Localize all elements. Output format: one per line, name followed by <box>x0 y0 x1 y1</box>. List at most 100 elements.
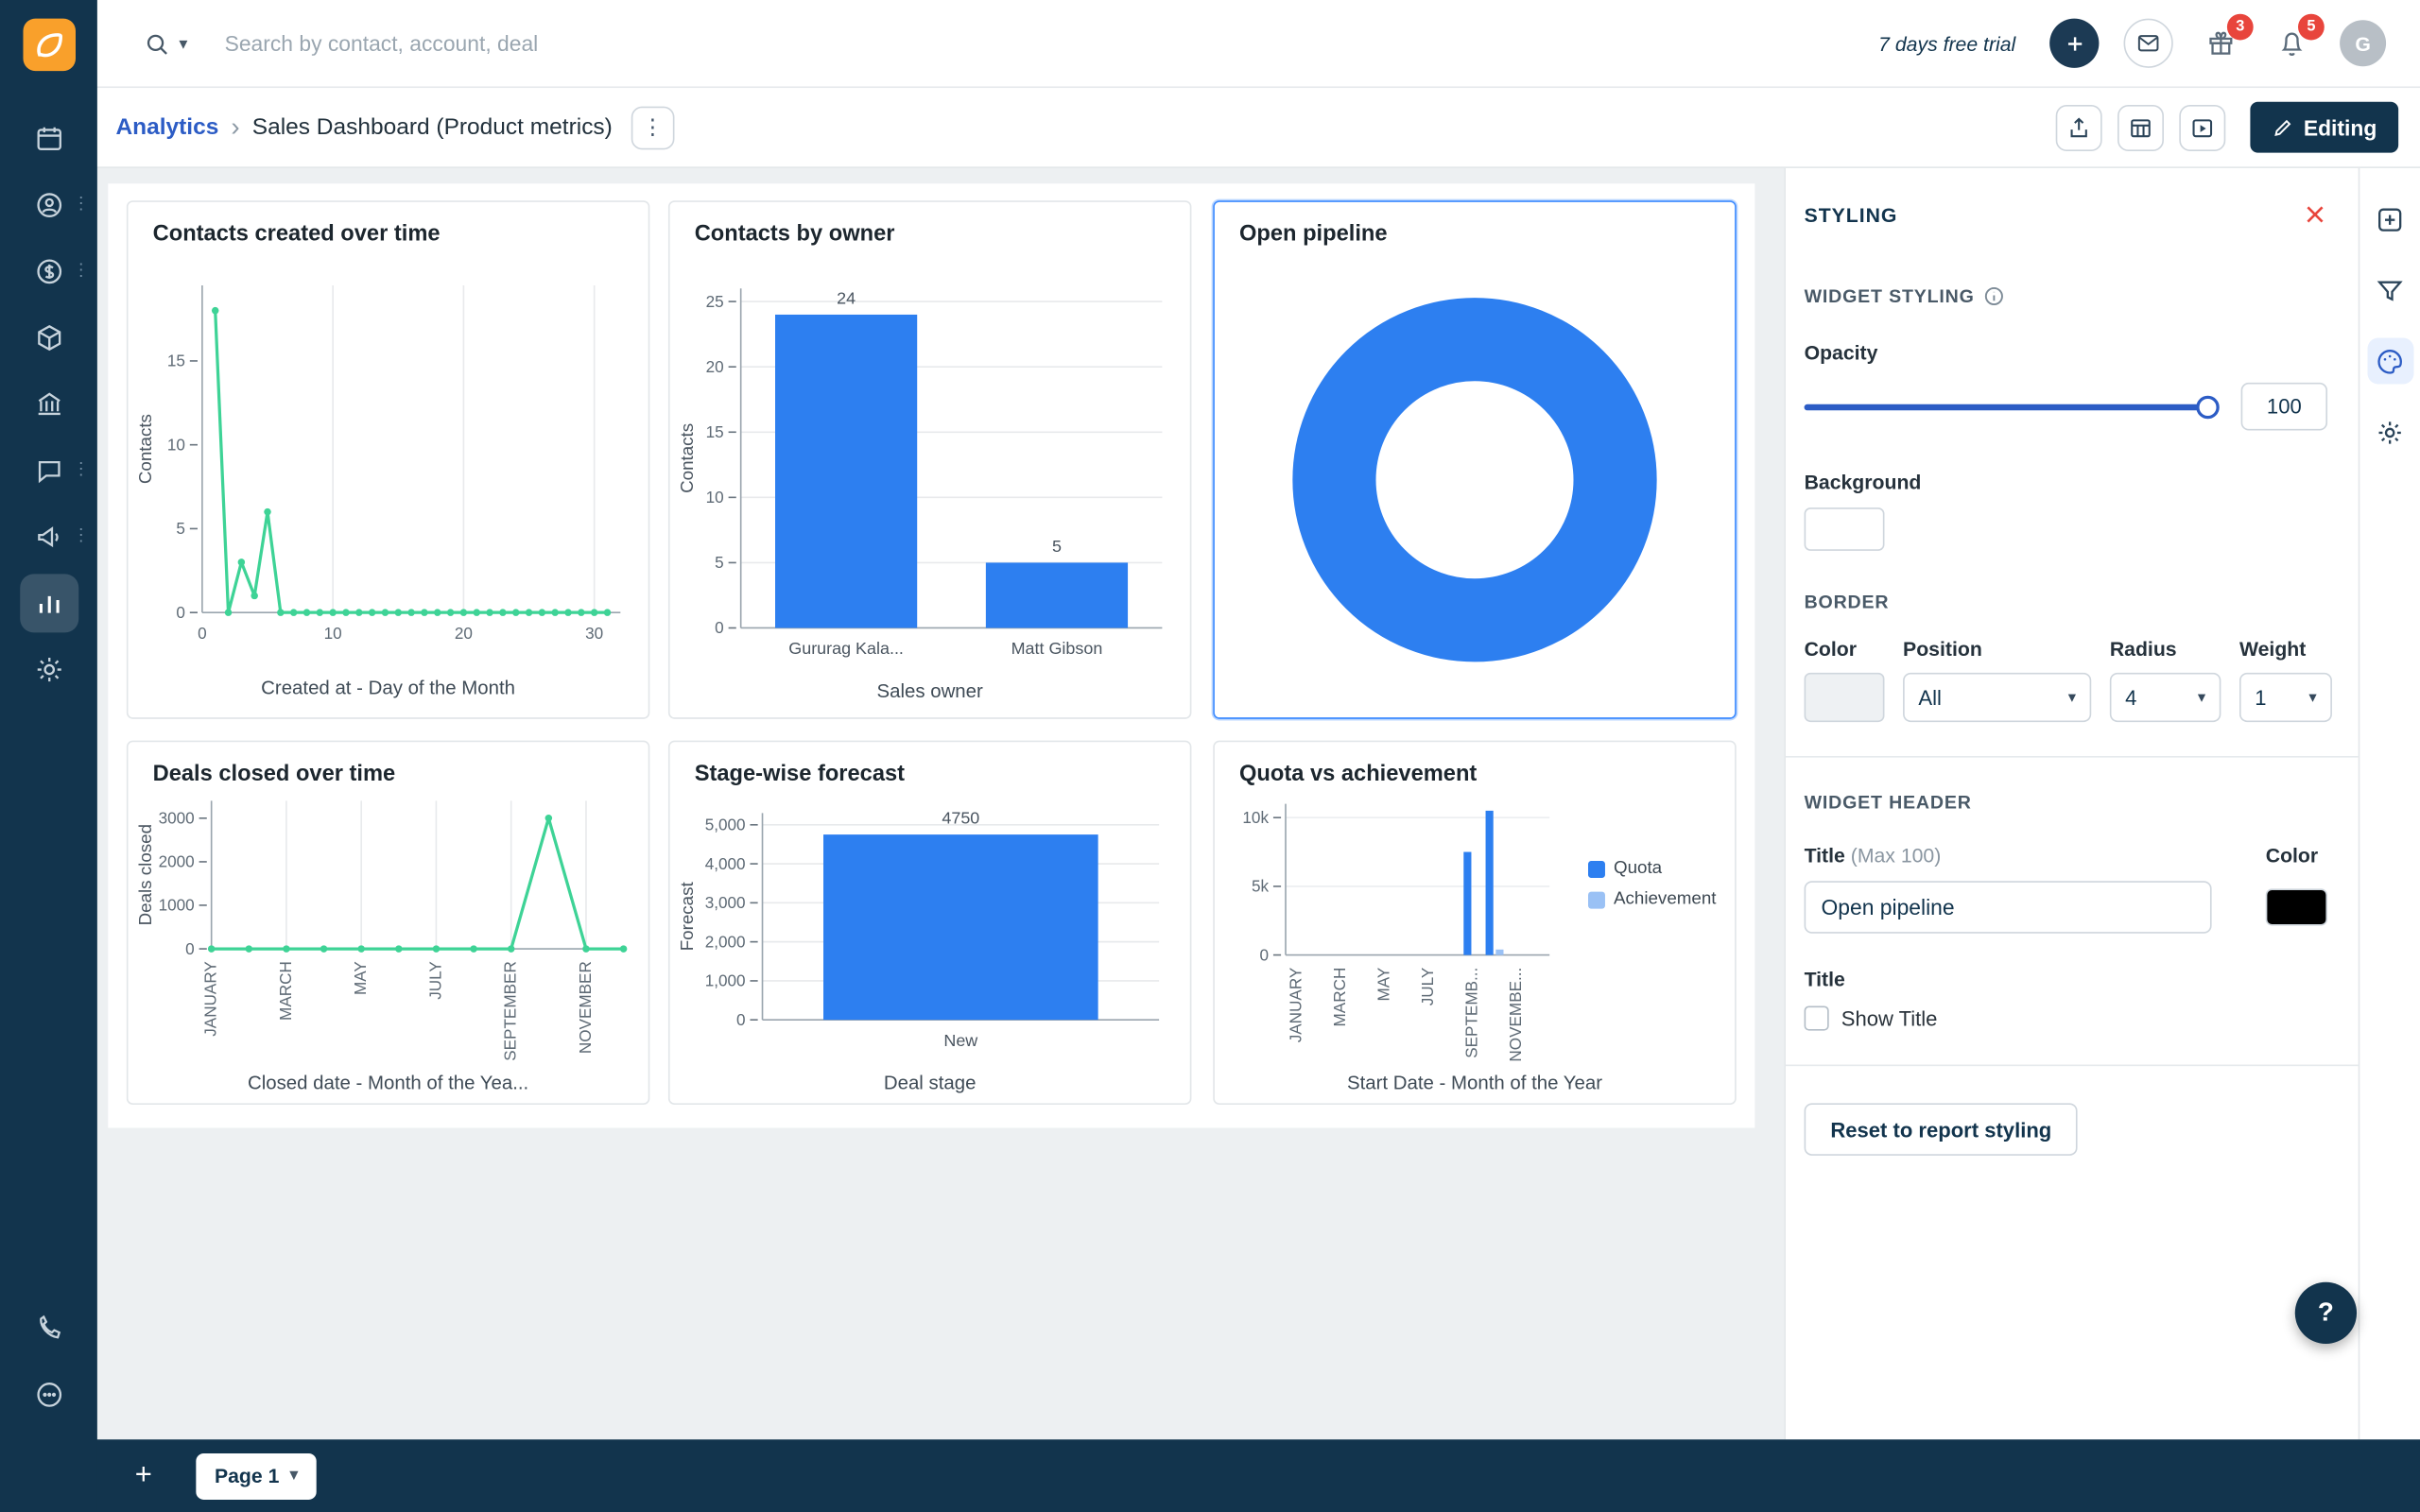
chevron-down-icon: ▾ <box>2308 688 2317 706</box>
kebab-icon[interactable]: ⋮ <box>72 459 90 479</box>
styling-panel: STYLING WIDGET STYLING Opacity Backgroun… <box>1784 167 2359 1440</box>
border-weight-label: Weight <box>2238 637 2307 661</box>
filter-button[interactable] <box>2367 266 2413 313</box>
sidebar-item-contacts[interactable]: ⋮ <box>0 171 97 237</box>
schedule-report-button[interactable] <box>2117 104 2164 151</box>
help-button[interactable]: ? <box>2294 1281 2358 1345</box>
styling-panel-title: STYLING <box>1804 202 1898 227</box>
top-header: ▾ 7 days free trial 3 5 G <box>96 0 2420 89</box>
svg-text:20: 20 <box>706 357 724 376</box>
info-icon[interactable] <box>1984 285 2006 307</box>
report-options-button[interactable]: ⋮ <box>631 105 675 149</box>
kebab-icon[interactable]: ⋮ <box>72 194 90 214</box>
svg-text:24: 24 <box>837 289 856 308</box>
chart-caption: Deal stage <box>883 1072 977 1094</box>
notification-badge: 5 <box>2298 13 2325 41</box>
show-title-checkbox[interactable] <box>1804 1005 1829 1031</box>
title-color-swatch[interactable] <box>2265 888 2328 926</box>
border-position-select[interactable]: All ▾ <box>1903 672 2092 723</box>
widget-title: Open pipeline <box>1239 222 1388 248</box>
opacity-slider-knob[interactable] <box>2196 394 2220 419</box>
right-edge-toolbar <box>2358 167 2420 1440</box>
svg-text:SEPTEMB...: SEPTEMB... <box>1462 968 1481 1058</box>
email-button[interactable] <box>2123 18 2173 68</box>
chevron-down-icon: ▾ <box>2197 688 2206 706</box>
whats-new-button[interactable]: 3 <box>2198 13 2254 66</box>
background-color-swatch[interactable] <box>1804 507 1885 551</box>
page-tab-1[interactable]: Page 1 ▾ <box>196 1452 317 1500</box>
sidebar-item-settings[interactable] <box>0 636 97 702</box>
chevron-down-icon: ▾ <box>289 1467 299 1485</box>
sidebar-item-campaigns[interactable]: ⋮ <box>0 503 97 569</box>
global-search-input[interactable] <box>224 30 873 56</box>
search-icon[interactable] <box>144 30 170 57</box>
border-radius-label: Radius <box>2109 637 2177 661</box>
chart-caption: Sales owner <box>876 680 983 702</box>
kebab-icon[interactable]: ⋮ <box>72 260 90 280</box>
svg-text:30: 30 <box>585 624 603 643</box>
widget-quota-vs-achievement[interactable]: Quota vs achievement 0 5k 10k JANUARY MARCH M… <box>1213 740 1737 1105</box>
svg-text:4,000: 4,000 <box>705 854 746 873</box>
chart-caption: Closed date - Month of the Yea... <box>247 1072 529 1094</box>
opacity-label: Opacity <box>1804 340 1878 365</box>
sidebar-item-calendar[interactable] <box>0 105 97 171</box>
widget-styling-heading: WIDGET STYLING <box>1804 285 1975 307</box>
add-page-button[interactable]: + <box>134 1458 152 1491</box>
styling-button[interactable] <box>2366 337 2413 385</box>
svg-text:0: 0 <box>185 939 195 958</box>
report-toolbar: Analytics › Sales Dashboard (Product met… <box>96 88 2420 168</box>
chart-contacts-created: 0 10 20 30 0 5 10 15 Contacts <box>135 285 621 643</box>
chart-caption: Created at - Day of the Month <box>261 677 516 699</box>
sidebar-item-chat[interactable] <box>0 1361 97 1427</box>
sidebar-item-conversations[interactable]: ⋮ <box>0 437 97 503</box>
widget-open-pipeline[interactable]: Open pipeline <box>1213 200 1737 719</box>
border-radius-select[interactable]: 4 ▾ <box>2109 672 2221 723</box>
reset-to-report-styling-button[interactable]: Reset to report styling <box>1804 1103 2079 1156</box>
border-weight-select[interactable]: 1 ▾ <box>2238 672 2332 723</box>
widget-stage-wise-forecast[interactable]: Stage-wise forecast 0 1,000 2,000 3,000 4,00… <box>667 740 1192 1105</box>
show-title-label: Show Title <box>1841 1006 1938 1030</box>
opacity-value-input[interactable] <box>2240 382 2328 431</box>
notifications-button[interactable]: 5 <box>2269 13 2325 66</box>
notification-badge: 3 <box>2226 13 2254 41</box>
kebab-icon[interactable]: ⋮ <box>72 525 90 545</box>
widget-contacts-created-over-time[interactable]: Contacts created over time 0 10 20 30 0 5 10 15… <box>126 200 650 719</box>
svg-text:2000: 2000 <box>159 852 195 871</box>
editing-mode-button[interactable]: Editing <box>2249 101 2399 153</box>
widget-deals-closed-over-time[interactable]: Deals closed over time JANUARY MARCH MAY JU… <box>126 740 650 1105</box>
pencil-icon <box>2273 119 2290 136</box>
svg-text:4750: 4750 <box>942 809 979 828</box>
border-color-swatch[interactable] <box>1804 672 1885 723</box>
sidebar-item-accounts[interactable] <box>0 370 97 437</box>
svg-text:0: 0 <box>176 603 185 622</box>
widget-title-input[interactable] <box>1804 881 2212 934</box>
svg-text:MAY: MAY <box>1374 967 1393 1001</box>
quick-add-button[interactable] <box>2049 18 2100 68</box>
widget-contacts-by-owner[interactable]: Contacts by owner 0 5 10 15 20 25 Contacts 24 Gu… <box>667 200 1192 719</box>
svg-text:1,000: 1,000 <box>705 971 746 990</box>
svg-text:5: 5 <box>1052 537 1062 556</box>
breadcrumb-analytics-link[interactable]: Analytics <box>115 113 219 141</box>
chart-contacts-by-owner: 0 5 10 15 20 25 Contacts 24 Gururag Kala... 5 Matt… <box>677 288 1163 658</box>
background-label: Background <box>1804 470 1922 494</box>
chart-legend: Quota Achievement <box>1587 859 1717 909</box>
export-report-button[interactable] <box>2054 104 2101 151</box>
sidebar-item-products[interactable] <box>0 304 97 370</box>
svg-text:0: 0 <box>736 1010 746 1029</box>
close-icon[interactable] <box>2303 202 2327 227</box>
user-avatar[interactable]: G <box>2340 20 2387 67</box>
present-report-button[interactable] <box>2178 104 2225 151</box>
opacity-slider[interactable] <box>1804 394 2220 419</box>
widget-settings-button[interactable] <box>2367 409 2413 455</box>
svg-text:SEPTEMBER: SEPTEMBER <box>501 961 520 1061</box>
sidebar-item-deals[interactable]: ⋮ <box>0 237 97 303</box>
add-widget-button[interactable] <box>2367 196 2413 242</box>
dashboard-canvas: Contacts created over time 0 10 20 30 0 5 10 15… <box>96 167 2420 1440</box>
svg-text:Deals closed: Deals closed <box>135 824 155 925</box>
sidebar-item-phone[interactable] <box>0 1295 97 1361</box>
freshworks-logo-icon[interactable] <box>22 18 76 72</box>
search-scope-caret-icon[interactable]: ▾ <box>179 34 188 54</box>
sidebar-item-analytics[interactable] <box>0 569 97 635</box>
svg-text:25: 25 <box>706 292 724 311</box>
svg-text:New: New <box>943 1031 977 1050</box>
